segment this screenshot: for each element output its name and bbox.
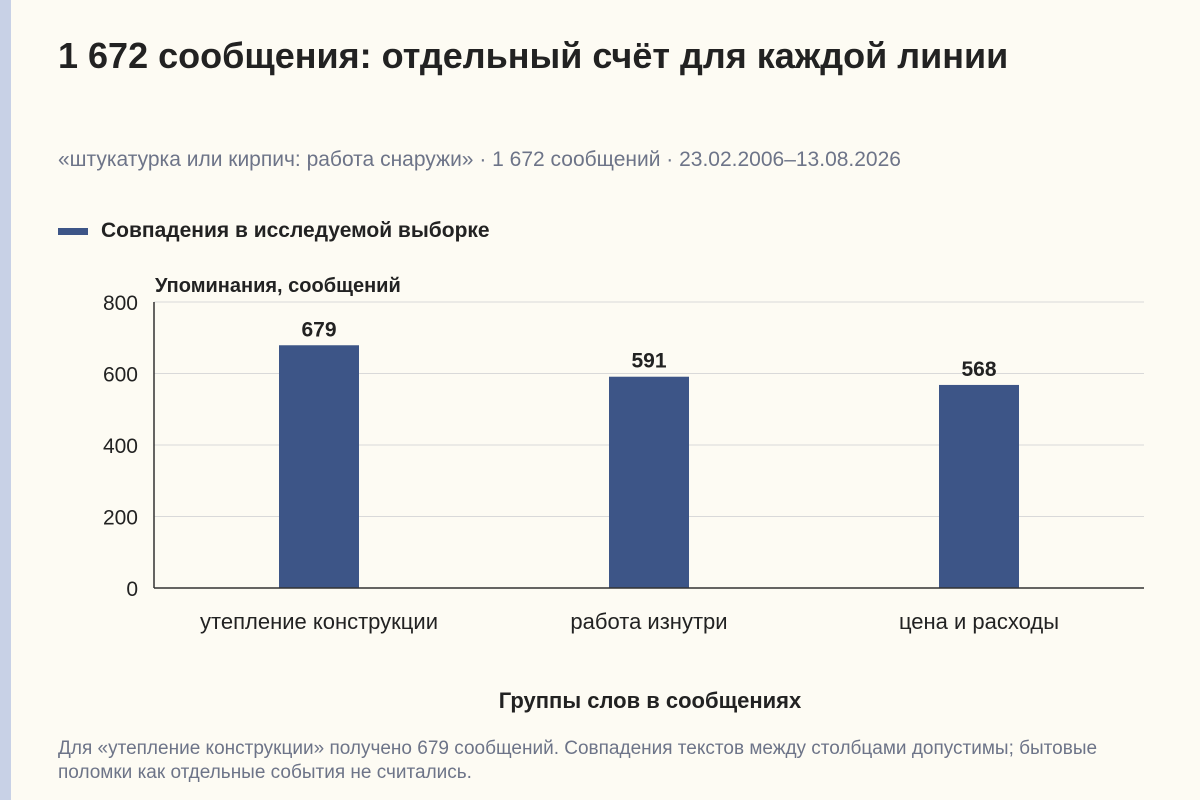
y-tick-label: 0: [126, 578, 138, 601]
legend: Совпадения в исследуемой выборке: [58, 219, 490, 243]
y-tick-label: 600: [103, 364, 138, 387]
y-axis-label: Упоминания, сообщений: [155, 275, 401, 297]
chart-title: 1 672 сообщения: отдельный счёт для кажд…: [58, 35, 1009, 76]
bar-value-label: 568: [961, 358, 996, 381]
bars: [279, 345, 1019, 588]
x-tick-labels: утепление конструкции работа изнутри цена …: [200, 609, 1059, 634]
x-tick-label: утепление конструкции: [200, 609, 438, 634]
bar-value-label: 591: [631, 350, 666, 373]
y-tick-labels: 0 200 400 600 800: [103, 292, 138, 601]
chart-footnote: Для «утепление конструкции» получено 679…: [58, 738, 1098, 783]
x-axis-label: Группы слов в сообщениях: [499, 688, 802, 713]
chart-subtitle: «штукатурка или кирпич: работа снаружи» …: [58, 148, 901, 171]
x-tick-label: работа изнутри: [570, 609, 727, 634]
y-tick-label: 800: [103, 292, 138, 315]
bar: [939, 384, 1019, 588]
x-tick-label: цена и расходы: [899, 609, 1059, 634]
y-tick-label: 200: [103, 507, 138, 530]
bar: [279, 345, 359, 588]
bar: [609, 376, 689, 588]
legend-label: Совпадения в исследуемой выборке: [101, 219, 490, 242]
axes: [153, 302, 1144, 589]
bar-value-label: 679: [301, 318, 336, 341]
legend-swatch: [58, 227, 88, 235]
left-accent-strip: [0, 0, 11, 800]
bar-value-labels: 679 591 568: [301, 318, 996, 381]
y-tick-label: 400: [103, 435, 138, 458]
